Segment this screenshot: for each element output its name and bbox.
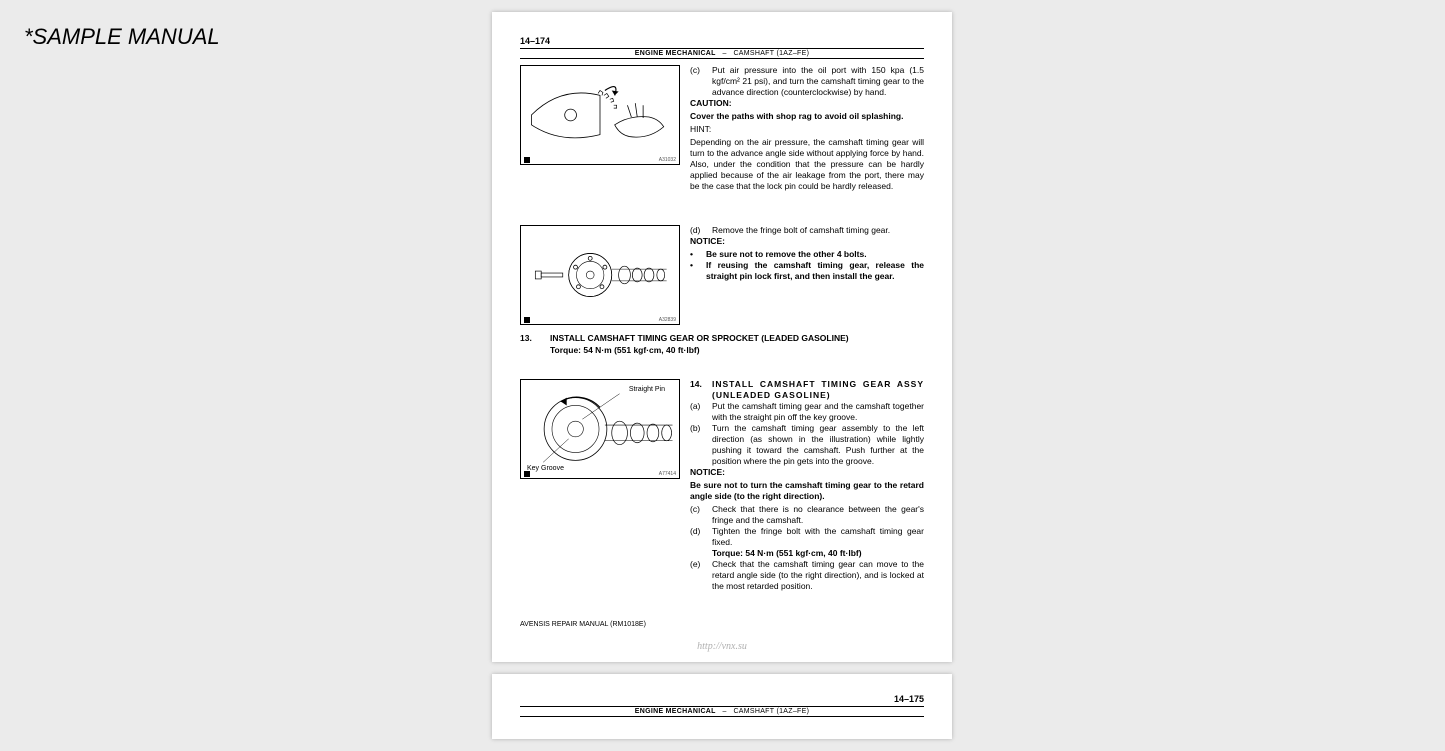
- step-id-a: (a): [690, 401, 706, 423]
- manual-page-2: 14–175 ENGINE MECHANICAL – CAMSHAFT (1AZ…: [492, 674, 952, 739]
- figure-id: A31032: [659, 157, 676, 163]
- step-13-num: 13.: [520, 333, 540, 343]
- notice-label: NOTICE:: [690, 236, 924, 247]
- step-13-heading: 13. INSTALL CAMSHAFT TIMING GEAR OR SPRO…: [520, 333, 924, 343]
- step-d-text: (d) Remove the fringe bolt of camshaft t…: [690, 225, 924, 282]
- header-subsection-2: CAMSHAFT (1AZ–FE): [733, 708, 809, 715]
- bullet-2: If reusing the camshaft timing gear, rel…: [706, 260, 924, 282]
- figure-timing-gear-install: Straight Pin Key Groove A77414: [520, 379, 680, 479]
- section-step-c: A31032 (c) Put air pressure into the oil…: [520, 65, 924, 195]
- step-id-c: (c): [690, 65, 706, 98]
- section-step-d: A32839 (d) Remove the fringe bolt of cam…: [520, 225, 924, 325]
- header-section: ENGINE MECHANICAL: [635, 50, 716, 57]
- step-d2-body: Tighten the fringe bolt with the camshaf…: [712, 526, 924, 548]
- bullet-1: Be sure not to remove the other 4 bolts.: [706, 249, 924, 260]
- hint-text: Depending on the air pressure, the camsh…: [690, 137, 924, 192]
- caution-label: CAUTION:: [690, 98, 924, 109]
- step-d2-torque: Torque: 54 N·m (551 kgf·cm, 40 ft·lbf): [712, 548, 924, 559]
- step-c2-body: Check that there is no clearance between…: [712, 504, 924, 526]
- page-footer: AVENSIS REPAIR MANUAL (RM1018E): [520, 621, 646, 628]
- step-14-num: 14.: [690, 379, 706, 401]
- step-13-title: INSTALL CAMSHAFT TIMING GEAR OR SPROCKET…: [550, 333, 924, 343]
- hint-label: HINT:: [690, 124, 924, 135]
- step-e-body: Check that the camshaft timing gear can …: [712, 559, 924, 592]
- page-header-2: ENGINE MECHANICAL – CAMSHAFT (1AZ–FE): [520, 706, 924, 717]
- manual-page-1: 14–174 ENGINE MECHANICAL – CAMSHAFT (1AZ…: [492, 12, 952, 662]
- notice-label-2: NOTICE:: [690, 467, 924, 478]
- label-key-groove: Key Groove: [527, 465, 564, 472]
- section-step-14: Straight Pin Key Groove A77414 14. INSTA…: [520, 379, 924, 593]
- step-id-d: (d): [690, 225, 706, 236]
- page-number-2: 14–175: [520, 694, 924, 704]
- notice-text-2: Be sure not to turn the camshaft timing …: [690, 480, 924, 502]
- step-14-text: 14. INSTALL CAMSHAFT TIMING GEAR ASSY (U…: [690, 379, 924, 593]
- figure-id: A32839: [659, 317, 676, 323]
- step-id-c2: (c): [690, 504, 706, 526]
- label-straight-pin: Straight Pin: [629, 386, 665, 393]
- figure-camshaft-bolt: A32839: [520, 225, 680, 325]
- url-watermark: http://vnx.su: [492, 641, 952, 652]
- step-id-e: (e): [690, 559, 706, 592]
- step-c-text: (c) Put air pressure into the oil port w…: [690, 65, 924, 195]
- step-id-d2: (d): [690, 526, 706, 548]
- header-dash-2: –: [722, 708, 726, 715]
- document-viewport: 14–174 ENGINE MECHANICAL – CAMSHAFT (1AZ…: [492, 12, 952, 751]
- page-header: ENGINE MECHANICAL – CAMSHAFT (1AZ–FE): [520, 48, 924, 59]
- step-d-body: Remove the fringe bolt of camshaft timin…: [712, 225, 924, 236]
- step-c-body: Put air pressure into the oil port with …: [712, 65, 924, 98]
- caution-text: Cover the paths with shop rag to avoid o…: [690, 111, 924, 122]
- header-dash: –: [722, 50, 726, 57]
- blank-id: [690, 548, 706, 559]
- sample-watermark: *SAMPLE MANUAL: [24, 24, 220, 50]
- step-id-b: (b): [690, 423, 706, 467]
- step-b-body: Turn the camshaft timing gear assembly t…: [712, 423, 924, 467]
- header-section-2: ENGINE MECHANICAL: [635, 708, 716, 715]
- page-number: 14–174: [520, 36, 924, 46]
- step-a-body: Put the camshaft timing gear and the cam…: [712, 401, 924, 423]
- header-subsection: CAMSHAFT (1AZ–FE): [733, 50, 809, 57]
- figure-id: A77414: [659, 471, 676, 477]
- step-14-title: INSTALL CAMSHAFT TIMING GEAR ASSY (UNLEA…: [712, 379, 924, 401]
- step-13-torque: Torque: 54 N·m (551 kgf·cm, 40 ft·lbf): [550, 345, 924, 355]
- figure-air-pressure: A31032: [520, 65, 680, 165]
- notice-bullets: Be sure not to remove the other 4 bolts.…: [690, 249, 924, 282]
